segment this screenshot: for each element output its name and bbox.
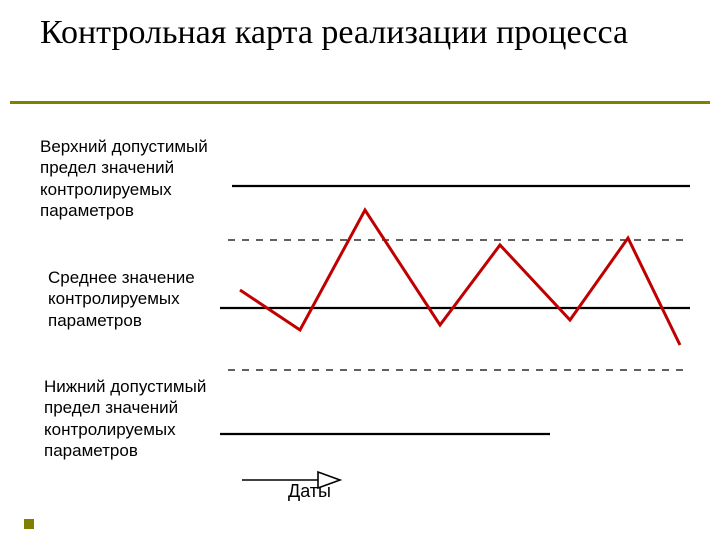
label-upper-limit: Верхний допустимый предел значений контр… xyxy=(40,136,230,221)
control-chart xyxy=(220,150,690,470)
label-x-axis: Даты xyxy=(288,480,331,503)
label-lower-limit: Нижний допустимый предел значений контро… xyxy=(44,376,234,461)
label-mean: Среднее значение контролируемых параметр… xyxy=(48,267,228,331)
slide: { "title": { "text": "Контрольная карта … xyxy=(0,0,720,540)
control-chart-svg xyxy=(220,150,690,470)
title-underline xyxy=(10,101,710,104)
footer-bullet xyxy=(24,519,34,529)
slide-title: Контрольная карта реализации процесса xyxy=(40,14,660,52)
